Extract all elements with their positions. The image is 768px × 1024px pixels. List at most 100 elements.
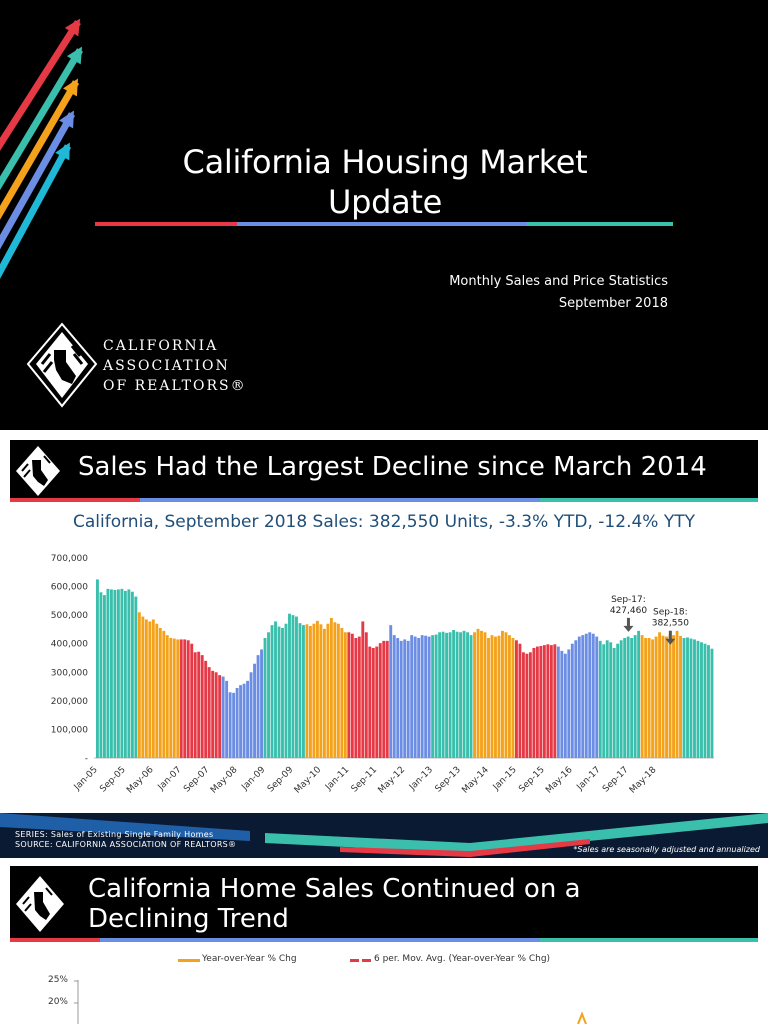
title-underline (10, 938, 758, 942)
x-tick-label: May-12 (377, 765, 408, 796)
arrow-head-icon (59, 110, 74, 129)
bar (361, 621, 365, 758)
bar (137, 612, 141, 758)
bar (291, 615, 295, 758)
logo-text-line1: CALIFORNIA (103, 338, 219, 354)
bar (204, 660, 208, 758)
car-logo-icon (16, 446, 60, 496)
bar (661, 635, 665, 758)
footer-ribbons (0, 813, 768, 857)
arrow-head-icon (63, 78, 79, 97)
bar (308, 626, 312, 758)
bar (707, 645, 710, 758)
bar (284, 623, 288, 758)
x-tick-label: May-10 (293, 765, 324, 796)
car-logo-icon (26, 322, 98, 408)
bar (385, 640, 389, 758)
y-tick-label: - (85, 754, 88, 764)
bar (710, 648, 714, 758)
bar (221, 676, 225, 758)
bar (274, 621, 277, 758)
bar (521, 652, 525, 758)
bar (190, 643, 194, 758)
bar (466, 632, 469, 758)
bar (253, 663, 257, 758)
bar (106, 588, 110, 758)
bar (630, 638, 634, 758)
bar (207, 667, 211, 758)
bar (441, 631, 445, 758)
legend-swatch-yoy (178, 959, 200, 962)
bar (598, 640, 602, 758)
sales-bar-chart: 700,000 600,000 500,000 400,000 300,000 200,0… (51, 554, 714, 796)
bar (633, 635, 637, 758)
x-tick-label: Sep-09 (266, 765, 296, 795)
bar (162, 630, 166, 758)
bar (518, 643, 522, 758)
bar (525, 653, 529, 758)
bar (151, 619, 155, 758)
logo-text-line2: ASSOCIATION (103, 358, 230, 374)
bar (480, 630, 483, 758)
bar (420, 635, 424, 758)
bar (211, 670, 215, 758)
bar (434, 634, 438, 758)
arrow-head-icon (66, 46, 83, 65)
x-tick-label: Sep-13 (434, 765, 463, 794)
legend-label-yoy: Year-over-Year % Chg (202, 954, 297, 964)
bar (679, 635, 682, 758)
bar (605, 640, 609, 758)
bar (504, 632, 508, 758)
bar (172, 638, 176, 758)
bar (574, 640, 578, 758)
bar (169, 638, 173, 758)
arrow-shaft (0, 48, 84, 191)
bar (581, 635, 585, 758)
bar (700, 642, 703, 758)
annotation-label: Sep-18: (653, 608, 688, 618)
x-tick-label: May-08 (209, 765, 240, 796)
bar (497, 635, 501, 758)
bar (658, 632, 662, 758)
bar (448, 632, 452, 758)
bar (682, 638, 686, 758)
x-tick-label: Sep-05 (98, 765, 127, 794)
bar (270, 625, 274, 758)
bar (417, 638, 421, 758)
bar (392, 635, 396, 758)
title-band: Sales Had the Largest Decline since Marc… (10, 440, 758, 502)
x-tick-label: Jan-11 (323, 765, 351, 793)
bar (277, 626, 281, 758)
bar (553, 644, 557, 758)
bar (644, 638, 648, 758)
bar (109, 589, 113, 758)
bar (165, 635, 169, 758)
bar (413, 636, 417, 758)
bar (235, 688, 239, 758)
bar (214, 672, 218, 758)
bar (616, 643, 620, 758)
footer-source: SOURCE: CALIFORNIA ASSOCIATION OF REALTO… (15, 840, 237, 849)
bar (256, 655, 260, 758)
bar (305, 624, 309, 758)
bar (640, 635, 644, 758)
down-arrow-icon (665, 638, 676, 645)
slide-title: California Housing Market Update (182, 143, 588, 221)
bar (158, 628, 162, 758)
x-tick-label: May-18 (628, 765, 659, 796)
bar (368, 646, 372, 758)
bar (340, 628, 344, 758)
bar (336, 623, 340, 758)
bar (427, 636, 431, 758)
bar (127, 589, 131, 758)
annotation-value: 427,460 (610, 606, 647, 616)
bar (696, 640, 700, 758)
bar (197, 651, 201, 758)
bar (389, 625, 393, 758)
annotation-value: 382,550 (652, 619, 689, 629)
bar (556, 646, 560, 758)
bar (619, 640, 623, 758)
bar (549, 645, 553, 758)
bar (637, 630, 641, 758)
bar (298, 623, 302, 758)
